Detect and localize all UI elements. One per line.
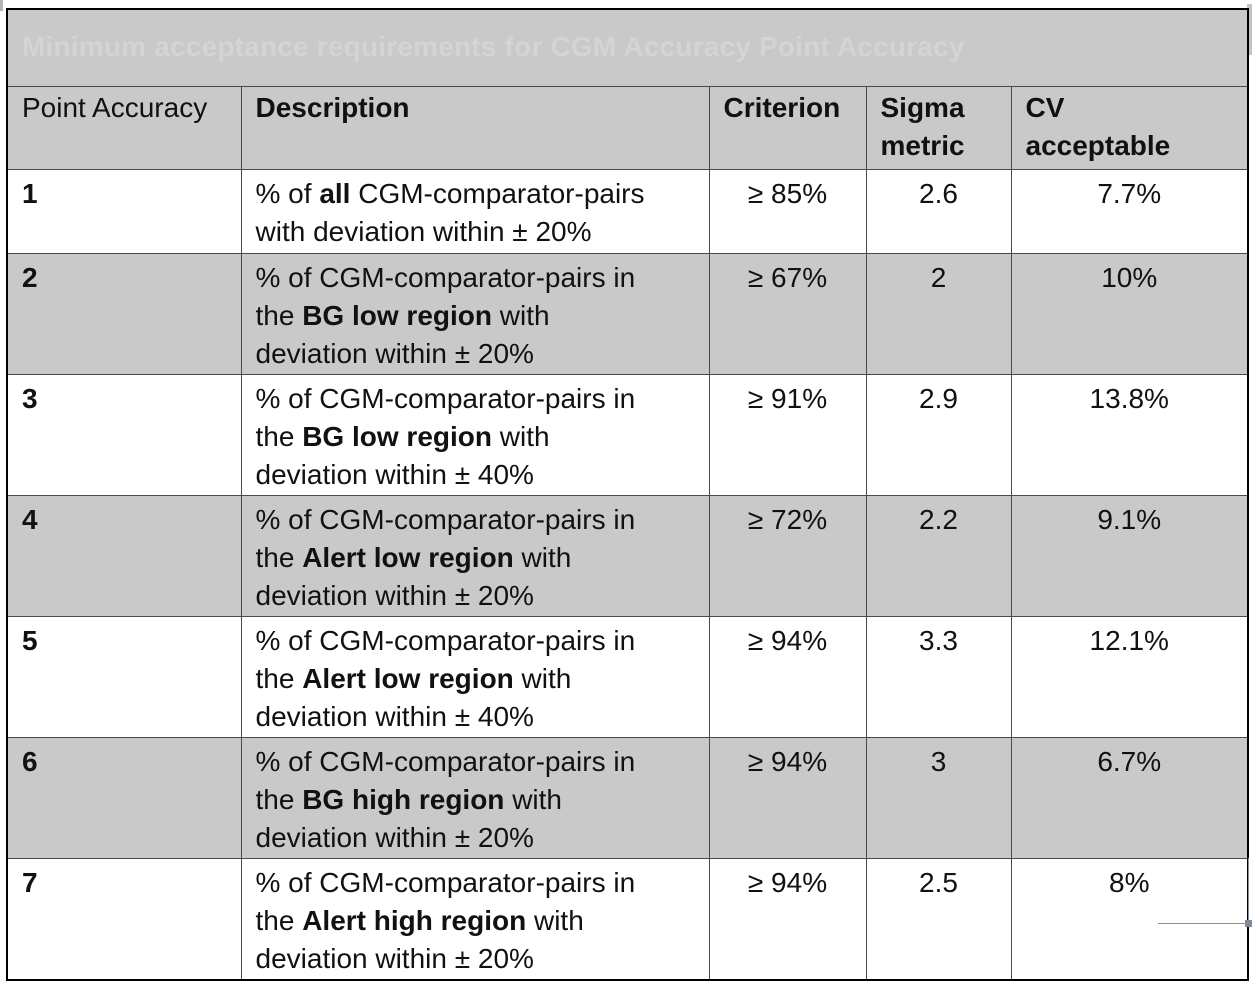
cv-acceptable-cell: 6.7% xyxy=(1010,737,1249,859)
criterion-cell: ≥ 94% xyxy=(708,737,867,859)
point-accuracy-cell: 7 xyxy=(6,858,242,981)
cv-acceptable-cell: 10% xyxy=(1010,253,1249,375)
description-emphasis: BG low region xyxy=(302,421,492,452)
description-emphasis: Alert low region xyxy=(302,542,514,573)
table-row: 7 % of CGM-comparator-pairs in the Alert… xyxy=(6,858,1249,981)
description-text: % of CGM-comparator-pairs in the xyxy=(255,625,636,694)
table-row: 3 % of CGM-comparator-pairs in the BG lo… xyxy=(6,374,1249,496)
description-emphasis: Alert high region xyxy=(302,905,527,936)
acceptance-table: Minimum acceptance requirements for CGM … xyxy=(6,8,1249,981)
description-text: % of CGM-comparator-pairs in the xyxy=(255,867,636,936)
column-header-sigma-metric: Sigma metric xyxy=(865,86,1012,170)
cv-acceptable-cell: 7.7% xyxy=(1010,169,1249,254)
point-accuracy-cell: 2 xyxy=(6,253,242,375)
criterion-cell: ≥ 72% xyxy=(708,495,867,617)
point-accuracy-cell: 6 xyxy=(6,737,242,859)
description-cell: % of CGM-comparator-pairs in the BG low … xyxy=(240,253,710,375)
description-text: % of CGM-comparator-pairs in the xyxy=(255,746,636,815)
description-text: % of xyxy=(255,178,320,209)
screenshot-edge-artifact xyxy=(0,0,3,11)
sigma-metric-cell: 2.6 xyxy=(865,169,1012,254)
criterion-cell: ≥ 67% xyxy=(708,253,867,375)
description-cell: % of CGM-comparator-pairs in the Alert l… xyxy=(240,495,710,617)
sigma-metric-cell: 2.2 xyxy=(865,495,1012,617)
description-emphasis: Alert low region xyxy=(302,663,514,694)
criterion-cell: ≥ 91% xyxy=(708,374,867,496)
cv-acceptable-cell: 8% xyxy=(1010,858,1249,981)
sigma-metric-cell: 3 xyxy=(865,737,1012,859)
description-text: with deviation within ± 20% xyxy=(255,784,563,853)
description-text: % of CGM-comparator-pairs in the xyxy=(255,383,636,452)
canvas-edge-vertical xyxy=(1248,858,1249,924)
cv-acceptable-cell: 12.1% xyxy=(1010,616,1249,738)
table-row: 1 % of all CGM-comparator-pairs with dev… xyxy=(6,169,1249,254)
description-emphasis: BG high region xyxy=(302,784,505,815)
screenshot-edge-artifact xyxy=(1247,4,1252,55)
description-text: with deviation within ± 40% xyxy=(255,663,572,732)
sigma-metric-cell: 2 xyxy=(865,253,1012,375)
description-cell: % of CGM-comparator-pairs in the BG high… xyxy=(240,737,710,859)
corner-resize-handle[interactable] xyxy=(1245,920,1252,927)
sigma-metric-cell: 2.5 xyxy=(865,858,1012,981)
canvas-edge-horizontal xyxy=(1158,923,1252,924)
point-accuracy-cell: 5 xyxy=(6,616,242,738)
point-accuracy-cell: 1 xyxy=(6,169,242,254)
table-header-row: Point Accuracy Description Criterion Sig… xyxy=(6,86,1249,170)
table-row: 2 % of CGM-comparator-pairs in the BG lo… xyxy=(6,253,1249,375)
cv-acceptable-cell: 13.8% xyxy=(1010,374,1249,496)
description-cell: % of all CGM-comparator-pairs with devia… xyxy=(240,169,710,254)
point-accuracy-cell: 4 xyxy=(6,495,242,617)
column-header-point-accuracy: Point Accuracy xyxy=(6,86,242,170)
criterion-cell: ≥ 85% xyxy=(708,169,867,254)
description-text: CGM-comparator-pairs with deviation with… xyxy=(255,178,645,247)
table-row: 4 % of CGM-comparator-pairs in the Alert… xyxy=(6,495,1249,617)
description-text: with deviation within ± 20% xyxy=(255,542,572,611)
criterion-cell: ≥ 94% xyxy=(708,616,867,738)
description-cell: % of CGM-comparator-pairs in the BG low … xyxy=(240,374,710,496)
description-cell: % of CGM-comparator-pairs in the Alert l… xyxy=(240,616,710,738)
table-row: 5 % of CGM-comparator-pairs in the Alert… xyxy=(6,616,1249,738)
table-body: 1 % of all CGM-comparator-pairs with dev… xyxy=(6,169,1249,981)
table-row: 6 % of CGM-comparator-pairs in the BG hi… xyxy=(6,737,1249,859)
column-header-criterion: Criterion xyxy=(708,86,867,170)
column-header-description: Description xyxy=(240,86,710,170)
sigma-metric-cell: 3.3 xyxy=(865,616,1012,738)
description-emphasis: all xyxy=(319,178,351,209)
sigma-metric-cell: 2.9 xyxy=(865,374,1012,496)
description-emphasis: BG low region xyxy=(302,300,492,331)
description-cell: % of CGM-comparator-pairs in the Alert h… xyxy=(240,858,710,981)
description-text: % of CGM-comparator-pairs in the xyxy=(255,262,636,331)
cv-acceptable-cell: 9.1% xyxy=(1010,495,1249,617)
description-text: % of CGM-comparator-pairs in the xyxy=(255,504,636,573)
criterion-cell: ≥ 94% xyxy=(708,858,867,981)
table-title: Minimum acceptance requirements for CGM … xyxy=(6,8,1249,87)
point-accuracy-cell: 3 xyxy=(6,374,242,496)
column-header-cv-acceptable: CV acceptable xyxy=(1010,86,1249,170)
table-title-row: Minimum acceptance requirements for CGM … xyxy=(6,8,1249,87)
description-text: with deviation within ± 40% xyxy=(255,421,550,490)
description-text: with deviation within ± 20% xyxy=(255,300,550,369)
